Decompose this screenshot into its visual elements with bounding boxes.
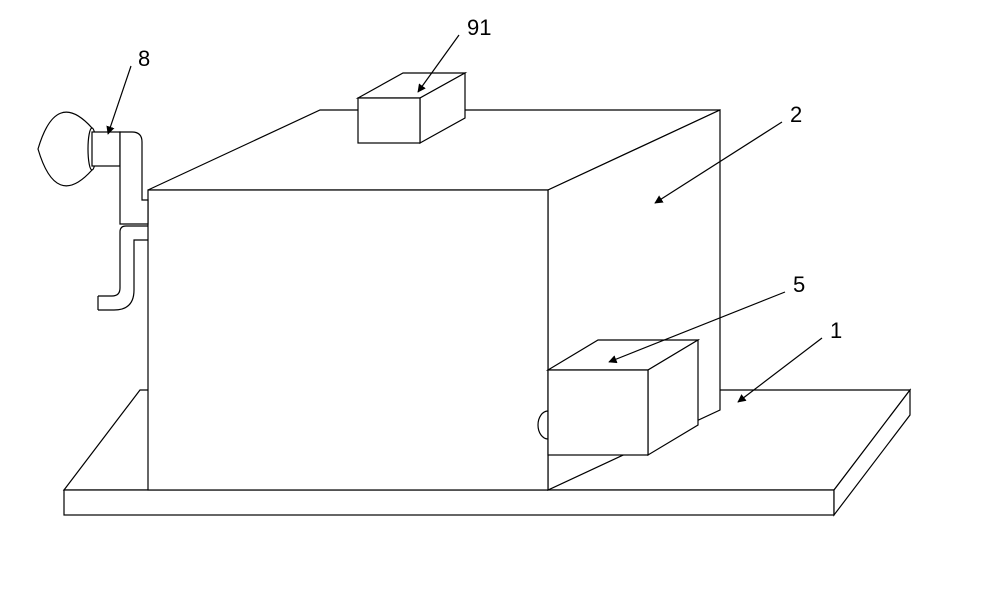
callout-label-l2: 2 [790, 102, 802, 127]
callout-label-l91: 91 [467, 15, 491, 40]
callout-label-l5: 5 [793, 272, 805, 297]
callout-label-l1: 1 [830, 318, 842, 343]
callout-label-l8: 8 [138, 46, 150, 71]
